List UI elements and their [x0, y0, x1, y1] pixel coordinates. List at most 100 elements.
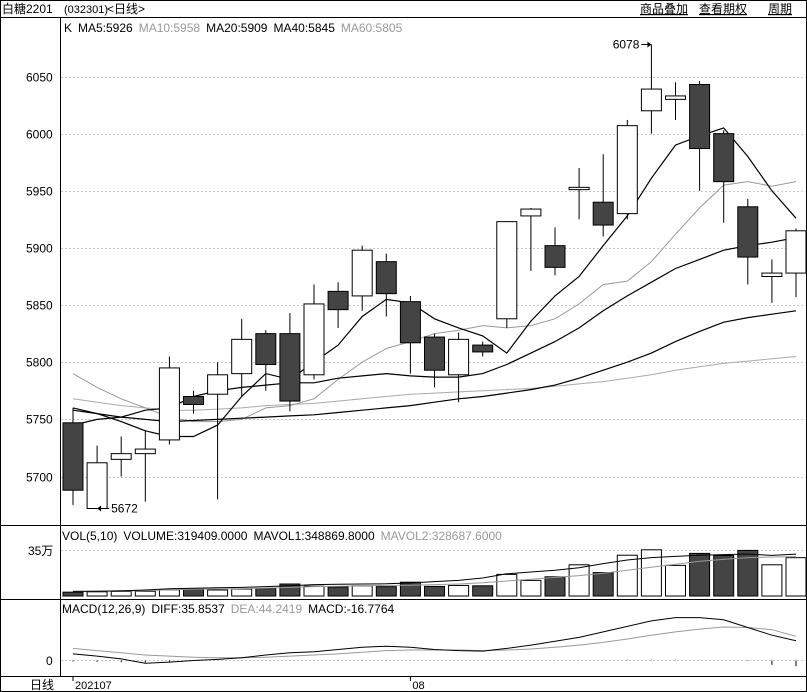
candle-27	[713, 130, 735, 223]
price-grid	[61, 77, 806, 661]
candle-body-up	[616, 125, 638, 215]
candle-body-down	[183, 396, 204, 405]
volume-bars	[62, 549, 807, 597]
candle-body-down	[424, 336, 445, 371]
candle-26	[689, 81, 711, 191]
candle-9	[279, 313, 301, 412]
low-label: 5672	[111, 502, 138, 516]
volume-bar-21	[568, 564, 590, 597]
candle-14	[399, 295, 421, 374]
volume-bar-16	[448, 584, 470, 597]
macdLegend-item-2: DEA:44.2419	[231, 602, 303, 616]
macdLegend-item-0: MACD(12,26,9)	[62, 602, 145, 616]
priceLegend-item-0: MA5:5926	[78, 21, 133, 35]
diff-line	[72, 617, 797, 664]
volume-ma-lines	[72, 553, 797, 592]
candle-body-down	[327, 290, 349, 311]
candle-body-down	[279, 333, 301, 402]
candle-body-up	[496, 221, 518, 320]
volume-bar-5	[183, 588, 204, 597]
candle-4	[158, 356, 180, 445]
y-tick-5700: 5700	[26, 471, 53, 485]
candle-29	[761, 259, 783, 303]
volume-bar-13	[375, 586, 397, 597]
candle-22	[592, 154, 614, 237]
priceLegend-item-3: MA40:5845	[273, 21, 335, 35]
candle-body-down	[62, 422, 84, 491]
footer-period-label: 日线	[30, 678, 54, 692]
candle-body-down	[713, 133, 735, 183]
overlay-commodity-link[interactable]: 商品叠加	[640, 1, 688, 16]
candle-18	[496, 221, 518, 328]
volLegend-item-2: MAVOL1:348869.8000	[253, 529, 375, 543]
candle-body-down	[399, 301, 421, 344]
volume-bar-4	[158, 589, 180, 597]
candle-28	[737, 198, 759, 285]
candle-17	[472, 341, 494, 357]
candle-25	[665, 82, 686, 120]
volume-bar-18	[496, 573, 518, 597]
volume-bar-24	[640, 549, 662, 597]
price-y-axis: 5700 5750 5800 5850 5900 5950 6000 6050	[26, 71, 53, 485]
volLegend-item-1: VOLUME:319409.0000	[123, 529, 247, 543]
volume-bar-15	[424, 585, 445, 597]
period-link[interactable]: 周期	[768, 2, 792, 16]
high-label: 6078	[613, 38, 640, 52]
candle-6	[207, 362, 229, 500]
volume-bar-14	[399, 581, 421, 597]
candle-0	[62, 407, 84, 506]
volume-bar-7	[231, 588, 253, 597]
candle-19	[520, 207, 542, 271]
candle-body-down	[472, 344, 494, 353]
volume-bar-8	[255, 588, 277, 597]
view-options-link[interactable]: 查看期权	[699, 2, 747, 16]
y-tick-5900: 5900	[26, 242, 53, 256]
volume-bar-23	[616, 554, 638, 597]
candle-body-down	[737, 206, 759, 258]
volume-bar-26	[689, 552, 711, 597]
volume-bar-3	[134, 590, 156, 597]
y-tick-6050: 6050	[26, 71, 53, 85]
date-axis: 202107 08	[72, 676, 425, 692]
candle-body-up	[640, 88, 662, 112]
period-label: <日线>	[107, 2, 145, 16]
candle-30	[785, 228, 807, 298]
volume-bar-12	[351, 585, 373, 597]
candle-body-up	[231, 338, 253, 375]
candle-body-up	[207, 374, 229, 395]
candle-body-down	[592, 201, 614, 226]
date-label-0: 202107	[75, 680, 112, 692]
mavol2-line	[72, 556, 797, 592]
volume-bar-17	[472, 585, 494, 597]
volume-bar-0	[62, 591, 84, 597]
volume-bar-27	[713, 554, 735, 597]
macd-plot	[72, 617, 797, 667]
volume-bar-6	[207, 589, 229, 597]
volume-bar-25	[665, 564, 686, 597]
candle-body-up	[86, 462, 108, 509]
volume-bar-28	[737, 549, 759, 597]
high-arrow-head	[647, 41, 652, 48]
candle-7	[231, 318, 253, 397]
volume-bar-1	[86, 591, 108, 597]
candle-21	[568, 167, 590, 220]
candles	[62, 44, 807, 509]
volume-bar-2	[110, 590, 132, 597]
ma-legend: MA5:5926 MA10:5958 MA20:5909 MA40:5845 MA60:…	[78, 21, 403, 35]
candle-16	[448, 332, 470, 403]
candle-3	[134, 430, 156, 502]
y-tick-5950: 5950	[26, 185, 53, 199]
ma10-line	[72, 181, 797, 423]
candle-20	[544, 227, 566, 276]
low-arrow-head	[97, 505, 102, 512]
candle-23	[616, 119, 638, 220]
candle-1	[86, 445, 108, 509]
candle-body-down	[375, 261, 397, 295]
candle-body-up	[303, 303, 325, 376]
candle-body-up	[351, 249, 373, 297]
date-label-1: 08	[412, 680, 424, 692]
candle-12	[351, 245, 373, 311]
price-panel-label: K	[64, 21, 72, 35]
volume-bar-10	[303, 585, 325, 597]
